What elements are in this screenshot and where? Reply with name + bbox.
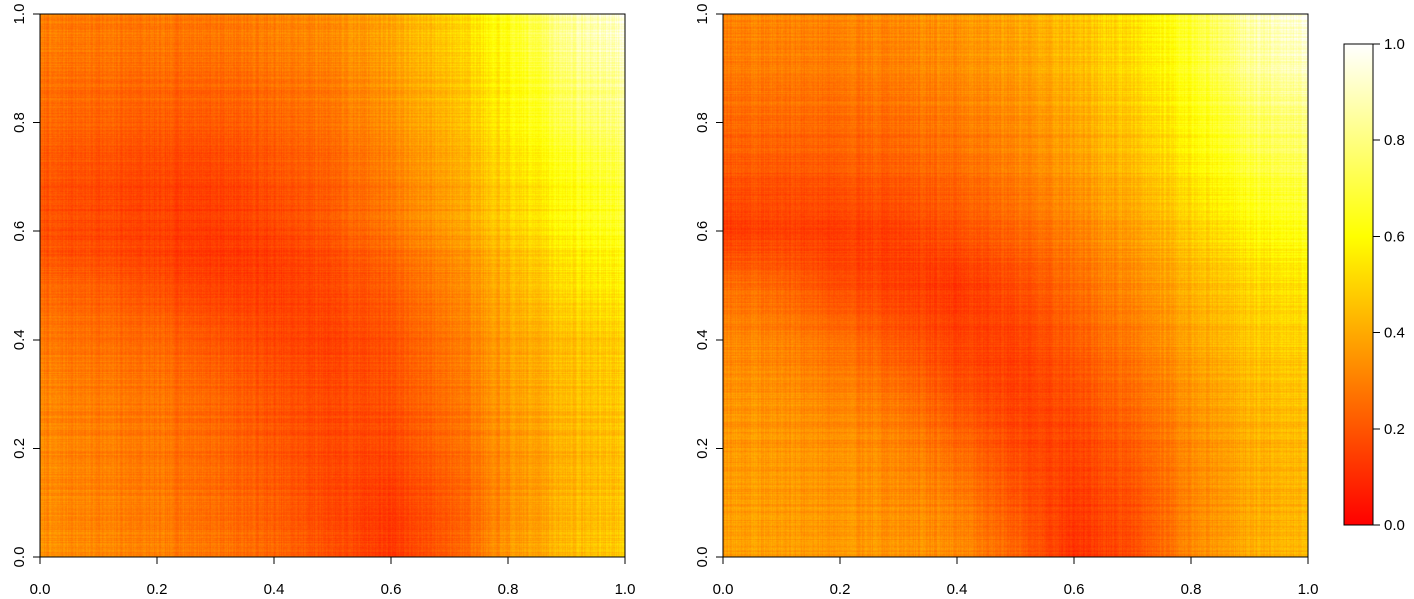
right-y-tick-label-4: 0.8 <box>694 112 711 133</box>
left-y-tick-label-1: 0.2 <box>11 438 28 459</box>
colorbar-frame <box>1343 43 1374 526</box>
right-y-tick-label-3: 0.6 <box>694 221 711 242</box>
colorbar-tick-label-3: 0.6 <box>1384 228 1405 245</box>
right-x-tick-label-3: 0.6 <box>1064 581 1085 598</box>
left-x-tick-label-0: 0.0 <box>30 581 51 598</box>
left-y-tick-label-5: 1.0 <box>11 4 28 25</box>
left-heatmap-cells <box>40 14 625 557</box>
left-y-axis: 0.0 0.2 0.4 0.6 0.8 1.0 <box>11 4 40 568</box>
left-y-tick-label-4: 0.8 <box>11 112 28 133</box>
left-plot-frame <box>39 13 626 558</box>
left-x-tick-label-1: 0.2 <box>147 581 168 598</box>
right-y-tick-label-0: 0.0 <box>694 547 711 568</box>
right-heatmap-panel: 0.0 0.2 0.4 0.6 0.8 1.0 0.0 0.2 0.4 0.6 0.8 1.0 <box>694 4 1318 598</box>
colorbar-tick-label-4: 0.8 <box>1384 132 1405 149</box>
colorbar-tick-label-5: 1.0 <box>1384 36 1405 53</box>
right-x-tick-label-4: 0.8 <box>1181 581 1202 598</box>
left-y-tick-label-2: 0.4 <box>11 329 28 350</box>
left-x-tick-label-4: 0.8 <box>498 581 519 598</box>
right-y-tick-label-5: 1.0 <box>694 4 711 25</box>
colorbar-tick-label-0: 0.0 <box>1384 517 1405 534</box>
left-y-tick-label-3: 0.6 <box>11 221 28 242</box>
right-heatmap-surface <box>723 14 1308 557</box>
colorbar-tick-label-2: 0.4 <box>1384 325 1405 342</box>
colorbar-gradient <box>1344 44 1373 525</box>
right-y-axis: 0.0 0.2 0.4 0.6 0.8 1.0 <box>694 4 723 568</box>
left-heatmap-panel: 0.0 0.2 0.4 0.6 0.8 1.0 0.0 0.2 0.4 0.6 0.8 1.0 <box>11 4 635 598</box>
right-y-tick-label-1: 0.2 <box>694 438 711 459</box>
left-x-tick-label-3: 0.6 <box>381 581 402 598</box>
right-x-tick-label-0: 0.0 <box>713 581 734 598</box>
right-x-axis: 0.0 0.2 0.4 0.6 0.8 1.0 <box>713 557 1319 598</box>
colorbar: 0.0 0.2 0.4 0.6 0.8 1.0 <box>1343 36 1405 534</box>
left-y-tick-label-0: 0.0 <box>11 547 28 568</box>
right-x-tick-label-2: 0.4 <box>947 581 968 598</box>
right-plot-frame <box>722 13 1309 558</box>
right-x-tick-label-1: 0.2 <box>830 581 851 598</box>
right-heatmap-cells <box>723 14 1308 557</box>
right-y-tick-label-2: 0.4 <box>694 329 711 350</box>
right-x-tick-label-5: 1.0 <box>1298 581 1319 598</box>
colorbar-axis: 0.0 0.2 0.4 0.6 0.8 1.0 <box>1373 36 1405 534</box>
left-heatmap-surface <box>40 14 625 557</box>
colorbar-tick-label-1: 0.2 <box>1384 421 1405 438</box>
left-x-axis: 0.0 0.2 0.4 0.6 0.8 1.0 <box>30 557 636 598</box>
left-x-tick-label-2: 0.4 <box>264 581 285 598</box>
left-x-tick-label-5: 1.0 <box>615 581 636 598</box>
